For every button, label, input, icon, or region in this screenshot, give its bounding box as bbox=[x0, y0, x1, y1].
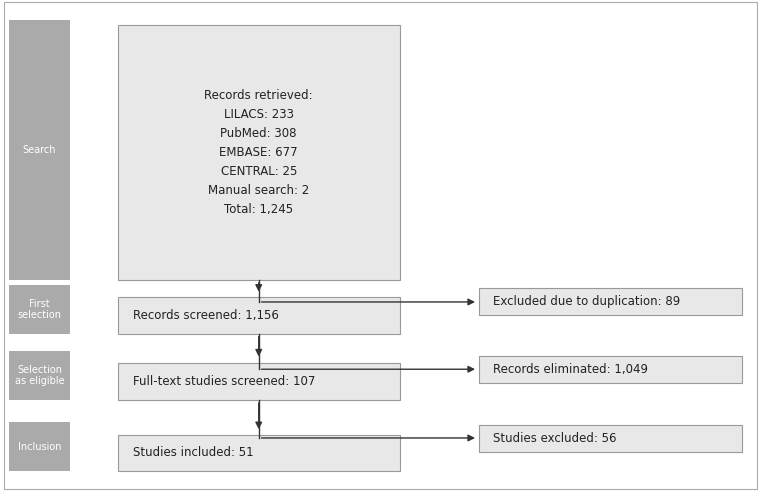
Bar bbox=[479, 288, 742, 315]
Text: Records screened: 1,156: Records screened: 1,156 bbox=[133, 309, 279, 322]
Text: Inclusion: Inclusion bbox=[18, 442, 62, 452]
Bar bbox=[9, 351, 70, 400]
Text: Studies included: 51: Studies included: 51 bbox=[133, 446, 254, 459]
Text: Excluded due to duplication: 89: Excluded due to duplication: 89 bbox=[493, 296, 680, 308]
Bar bbox=[118, 363, 400, 400]
Text: First
selection: First selection bbox=[18, 299, 62, 320]
Text: Studies excluded: 56: Studies excluded: 56 bbox=[493, 432, 616, 445]
Text: Search: Search bbox=[23, 145, 56, 155]
Bar bbox=[479, 425, 742, 452]
Bar bbox=[118, 25, 400, 280]
Bar bbox=[9, 20, 70, 280]
Bar bbox=[118, 435, 400, 471]
Bar bbox=[118, 297, 400, 334]
Text: Records retrieved:
LILACS: 233
PubMed: 308
EMBASE: 677
CENTRAL: 25
Manual search: Records retrieved: LILACS: 233 PubMed: 3… bbox=[205, 89, 313, 216]
Bar bbox=[479, 356, 742, 383]
Bar bbox=[9, 285, 70, 334]
Text: Full-text studies screened: 107: Full-text studies screened: 107 bbox=[133, 375, 316, 388]
Text: Records eliminated: 1,049: Records eliminated: 1,049 bbox=[493, 363, 648, 376]
Text: Selection
as eligible: Selection as eligible bbox=[14, 365, 65, 386]
Bar bbox=[9, 422, 70, 471]
